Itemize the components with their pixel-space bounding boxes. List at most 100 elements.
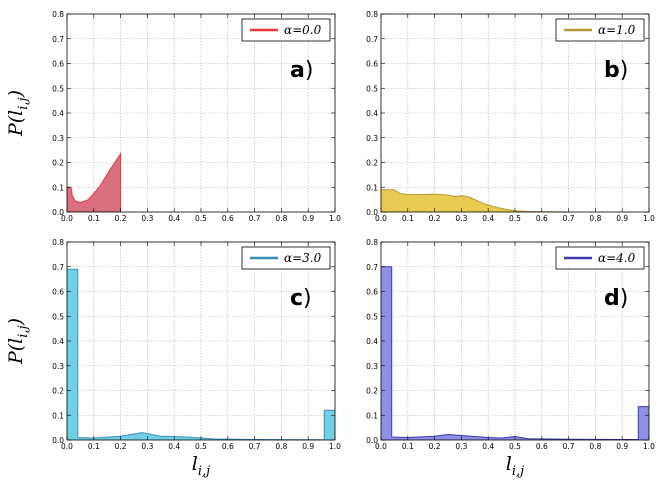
x-tick-label: 0.4 <box>482 214 494 223</box>
series-line <box>381 266 649 441</box>
x-tick-label: 0.2 <box>429 442 441 451</box>
x-tick-label: 0.9 <box>616 214 628 223</box>
x-tick-label: 0.7 <box>563 442 575 451</box>
panel-label: b) <box>604 58 628 83</box>
x-tick-label: 1.0 <box>643 214 655 223</box>
series-area <box>381 189 569 212</box>
y-tick-label: 0.2 <box>52 159 64 168</box>
y-tick-label: 0.8 <box>52 10 64 19</box>
x-tick-label: 0.1 <box>88 442 100 451</box>
x-tick-label: 0.4 <box>168 214 180 223</box>
x-tick-label: 0.6 <box>222 214 234 223</box>
x-tick-label: 0.9 <box>616 442 628 451</box>
panel-label: c) <box>290 286 312 311</box>
x-tick-label: 0.1 <box>88 214 100 223</box>
y-tick-label: 0.5 <box>366 312 378 321</box>
y-tick-label: 0.6 <box>366 288 378 297</box>
series-line <box>381 189 569 213</box>
x-tick-label: 0.1 <box>402 214 414 223</box>
x-tick-label: 0.2 <box>115 442 127 451</box>
y-tick-label: 0.3 <box>52 362 64 371</box>
panel-a: 0.0 0.1 0.2 0.3 0.4 0.5 0.6 0.7 0.8 0.9 1.0 0.0 0.1 0… <box>5 10 341 223</box>
x-axis-label: li,j <box>192 453 210 479</box>
x-tick-label: 1.0 <box>329 442 341 451</box>
y-tick-label: 0.7 <box>366 35 378 44</box>
x-tick-label: 0.0 <box>375 214 387 223</box>
y-tick-label: 0.3 <box>52 134 64 143</box>
x-tick-label: 0.8 <box>589 442 601 451</box>
y-tick-label: 0.8 <box>366 10 378 19</box>
x-tick-label: 0.8 <box>275 214 287 223</box>
panel-label: a) <box>290 58 313 83</box>
x-tick-label: 0.9 <box>302 214 314 223</box>
y-tick-label: 0.4 <box>366 109 378 118</box>
x-tick-label: 0.7 <box>249 442 261 451</box>
x-tick-label: 0.2 <box>115 214 127 223</box>
legend-label: α=3.0 <box>284 251 322 265</box>
x-tick-label: 0.5 <box>195 214 207 223</box>
x-tick-label: 0.0 <box>61 442 73 451</box>
x-tick-label: 0.5 <box>195 442 207 451</box>
y-axis-label: P(li,j) <box>5 90 31 137</box>
panel-label: d) <box>604 286 628 311</box>
y-tick-label: 0.3 <box>366 134 378 143</box>
y-tick-label: 0.8 <box>366 238 378 247</box>
x-tick-label: 0.5 <box>509 442 521 451</box>
x-tick-label: 0.9 <box>302 442 314 451</box>
y-tick-label: 0.0 <box>52 436 64 445</box>
x-tick-label: 0.7 <box>563 214 575 223</box>
y-tick-label: 0.2 <box>366 159 378 168</box>
legend-box <box>241 246 331 270</box>
y-tick-label: 0.4 <box>52 337 64 346</box>
x-tick-label: 0.4 <box>168 442 180 451</box>
y-tick-label: 0.7 <box>366 263 378 272</box>
panel-c: 0.0 0.1 0.2 0.3 0.4 0.5 0.6 0.7 0.8 0.9 1.0 0.0 0.1 0… <box>5 238 341 479</box>
y-tick-label: 0.6 <box>366 60 378 69</box>
y-tick-label: 0.8 <box>52 238 64 247</box>
legend-box <box>555 18 645 42</box>
legend-box <box>555 246 645 270</box>
x-tick-label: 0.8 <box>589 214 601 223</box>
legend-label: α=0.0 <box>284 23 322 37</box>
y-tick-label: 0.1 <box>366 183 378 192</box>
y-tick-label: 0.5 <box>52 84 64 93</box>
legend-label: α=4.0 <box>598 251 636 265</box>
x-tick-label: 0.6 <box>536 214 548 223</box>
x-tick-label: 0.5 <box>509 214 521 223</box>
x-tick-label: 0.3 <box>455 214 467 223</box>
y-tick-label: 0.7 <box>52 263 64 272</box>
y-tick-label: 0.1 <box>52 183 64 192</box>
x-tick-label: 0.2 <box>429 214 441 223</box>
y-tick-label: 0.4 <box>52 109 64 118</box>
x-tick-label: 0.3 <box>141 442 153 451</box>
x-tick-label: 0.6 <box>222 442 234 451</box>
y-tick-label: 0.6 <box>52 288 64 297</box>
y-tick-label: 0.1 <box>52 411 64 420</box>
x-tick-label: 0.8 <box>275 442 287 451</box>
x-tick-label: 0.7 <box>249 214 261 223</box>
y-tick-label: 0.1 <box>366 411 378 420</box>
series-area <box>67 153 121 212</box>
y-tick-label: 0.4 <box>366 337 378 346</box>
y-axis-label: P(li,j) <box>5 318 31 365</box>
x-tick-label: 0.0 <box>61 214 73 223</box>
y-tick-label: 0.0 <box>366 436 378 445</box>
x-tick-label: 1.0 <box>643 442 655 451</box>
x-tick-label: 0.0 <box>375 442 387 451</box>
x-axis-label: li,j <box>506 453 524 479</box>
x-tick-label: 0.3 <box>141 214 153 223</box>
legend-label: α=1.0 <box>598 23 636 37</box>
x-tick-label: 1.0 <box>329 214 341 223</box>
y-tick-label: 0.3 <box>366 362 378 371</box>
series-line <box>67 152 122 212</box>
y-tick-label: 0.6 <box>52 60 64 69</box>
y-tick-label: 0.0 <box>52 208 64 217</box>
y-tick-label: 0.2 <box>366 387 378 396</box>
x-tick-label: 0.3 <box>455 442 467 451</box>
x-tick-label: 0.6 <box>536 442 548 451</box>
legend-box <box>241 18 331 42</box>
y-tick-label: 0.0 <box>366 208 378 217</box>
y-tick-label: 0.7 <box>52 35 64 44</box>
panel-d: 0.0 0.1 0.2 0.3 0.4 0.5 0.6 0.7 0.8 0.9 1.0 0.0 0.1 0… <box>366 238 655 479</box>
